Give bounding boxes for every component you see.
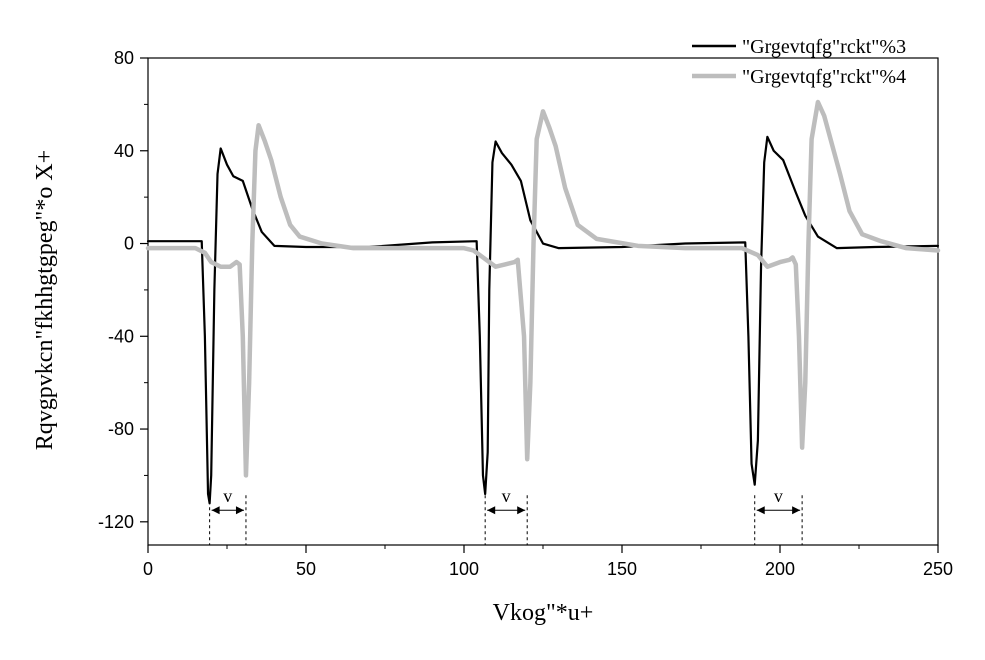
plot-border: [147, 57, 939, 546]
y-tick-label-2: -40: [108, 326, 134, 346]
x-tick-label-0: 0: [143, 559, 153, 579]
x-axis-title: Vkog"*u+: [493, 600, 594, 626]
x-tick-label-4: 200: [765, 559, 795, 579]
x-tick-label-1: 50: [296, 559, 316, 579]
x-tick-label-2: 100: [449, 559, 479, 579]
plot-frame: [147, 57, 939, 546]
series-layer: [145, 99, 941, 505]
annotation-arrowhead-left-1: [211, 506, 220, 515]
series-1-line: [146, 135, 940, 505]
annotation-arrowhead-right-2: [517, 506, 526, 515]
y-axis-title: Rqvgpvkcn"fkhhgtgpeg"*o X+: [32, 150, 58, 450]
annotation-arrowhead-right-1: [235, 506, 244, 515]
y-tick-label-3: 0: [124, 234, 134, 254]
annotation-arrowhead-left-2: [487, 506, 496, 515]
annotation-label-3: v: [774, 486, 783, 506]
axes-layer: 0 50 100 150 200 250 -120 -80 -40 0 40 80: [98, 48, 953, 579]
annotation-label-1: v: [223, 486, 232, 506]
legend: "Grgevtqfg"rckt"%3 "Grgevtqfg"rckt"%4: [692, 36, 906, 88]
legend-label-1: "Grgevtqfg"rckt"%3: [742, 36, 906, 58]
annotation-label-2: v: [502, 486, 511, 506]
x-tick-label-3: 150: [607, 559, 637, 579]
annotation-arrowhead-right-3: [792, 506, 801, 515]
y-tick-label-0: -120: [98, 512, 134, 532]
series-2-line: [145, 99, 941, 478]
annotation-arrowhead-left-3: [756, 506, 765, 515]
legend-label-2: "Grgevtqfg"rckt"%4: [742, 66, 906, 88]
y-tick-label-5: 80: [114, 48, 134, 68]
x-tick-label-5: 250: [923, 559, 953, 579]
y-tick-label-1: -80: [108, 419, 134, 439]
y-tick-label-4: 40: [114, 141, 134, 161]
